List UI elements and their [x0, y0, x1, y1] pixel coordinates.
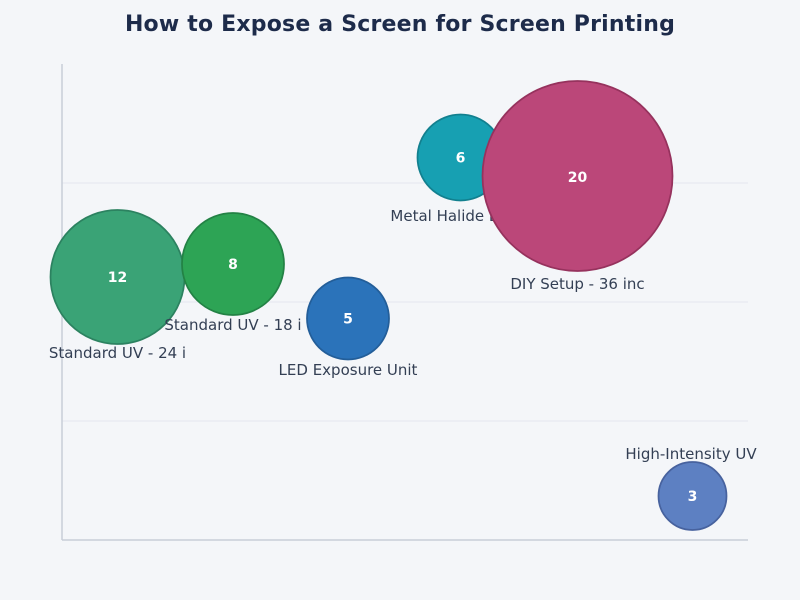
- bubble-led-exposure-unit[interactable]: [306, 276, 390, 361]
- bubble-diy-setup-36[interactable]: [481, 80, 674, 272]
- bubble-value: 8: [228, 257, 238, 273]
- bubble-group-diy-setup-36: 20 DIY Setup - 36 inc: [481, 80, 674, 293]
- bubble-standard-uv-18[interactable]: [181, 212, 285, 316]
- bubble-group-standard-uv-18: 8 Standard UV - 18 i: [164, 212, 302, 334]
- bubble-label: Standard UV - 24 i: [49, 344, 186, 362]
- bubble-high-intensity-uv[interactable]: [657, 461, 728, 531]
- bubble-label: Standard UV - 18 i: [164, 316, 301, 334]
- bubble-value: 12: [108, 270, 127, 286]
- bubble-label: LED Exposure Unit: [279, 361, 418, 379]
- bubble-value: 3: [688, 489, 698, 505]
- bubble-value: 6: [456, 151, 466, 167]
- bubble-value: 5: [343, 312, 353, 328]
- page-title: How to Expose a Screen for Screen Printi…: [124, 12, 676, 37]
- bubble-group-high-intensity-uv: 3 High-Intensity UV: [625, 445, 757, 531]
- bubble-group-standard-uv-24: 12 Standard UV - 24 i: [49, 209, 186, 362]
- bubble-label: DIY Setup - 36 inc: [510, 275, 644, 293]
- bubble-group-led-exposure-unit: 5 LED Exposure Unit: [279, 276, 418, 379]
- bubble-value: 20: [568, 170, 588, 186]
- bubble-label: High-Intensity UV: [625, 445, 757, 463]
